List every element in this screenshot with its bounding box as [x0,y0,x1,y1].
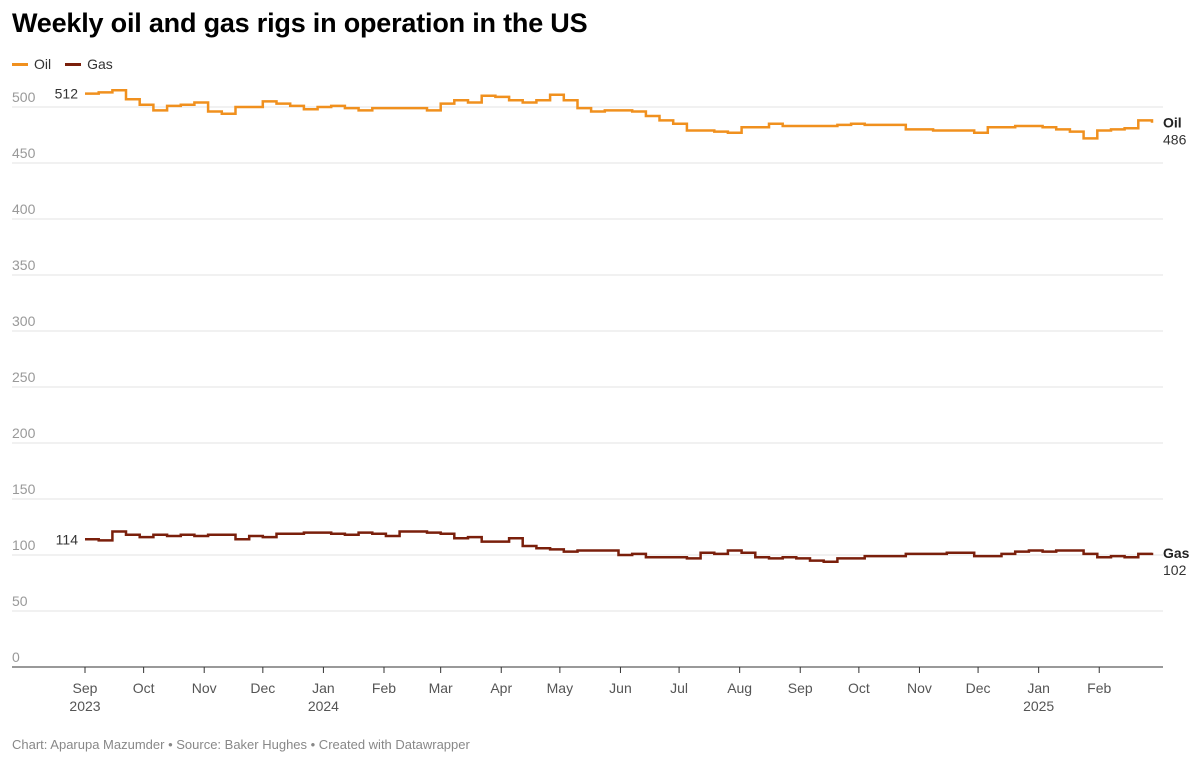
x-tick-label: Dec [966,680,991,696]
x-tick-label: Oct [133,680,155,696]
x-tick-label: Apr [490,680,512,696]
line-chart: 0 50 100 150 200 250 300 350 400 450 500 Sep 2023 Oct… [12,86,1190,714]
y-tick-label: 150 [12,481,36,497]
series-end-name-gas: Gas [1163,545,1190,561]
series-start-label-gas: 114 [56,531,79,547]
y-tick-label: 0 [12,649,20,665]
legend-label-gas: Gas [87,56,113,72]
x-tick-label: Sep [73,680,98,696]
x-tick-year-label: 2024 [308,698,339,714]
legend: Oil Gas [12,56,113,72]
x-tick-label: Nov [192,680,217,696]
x-tick-label: Mar [429,680,453,696]
series-end-name-oil: Oil [1163,115,1182,131]
x-tick-label: Jan [312,680,335,696]
y-tick-label: 350 [12,257,36,273]
y-tick-label: 100 [12,537,36,553]
x-tick-label: Sep [788,680,813,696]
x-tick-label: Feb [372,680,396,696]
y-tick-label: 50 [12,593,28,609]
y-tick-label: 400 [12,201,36,217]
series-line-oil [85,88,1154,140]
x-tick-label: Jan [1027,680,1050,696]
y-tick-label: 200 [12,425,36,441]
x-tick-label: Jul [670,680,688,696]
series-end-value-gas: 102 [1163,562,1187,578]
legend-item-gas: Gas [65,56,113,72]
x-tick-label: Aug [727,680,752,696]
y-tick-label: 450 [12,145,36,161]
x-tick-label: Jun [609,680,632,696]
legend-item-oil: Oil [12,56,51,72]
legend-swatch-gas [65,62,82,66]
chart-footer: Chart: Aparupa Mazumder • Source: Baker … [12,737,470,752]
x-tick-label: May [547,680,573,696]
series-end-value-oil: 486 [1163,132,1187,148]
chart-title: Weekly oil and gas rigs in operation in … [12,8,588,38]
series-start-label-oil: 512 [55,86,79,102]
y-tick-label: 250 [12,369,36,385]
y-tick-label: 500 [12,89,36,105]
x-tick-label: Oct [848,680,870,696]
legend-swatch-oil [12,62,28,66]
y-tick-label: 300 [12,313,36,329]
x-tick-label: Dec [250,680,275,696]
legend-label-oil: Oil [34,56,52,72]
x-tick-label: Feb [1087,680,1111,696]
x-tick-year-label: 2023 [69,698,100,714]
x-tick-label: Nov [907,680,932,696]
x-tick-year-label: 2025 [1023,698,1054,714]
series-line-gas [85,530,1154,563]
